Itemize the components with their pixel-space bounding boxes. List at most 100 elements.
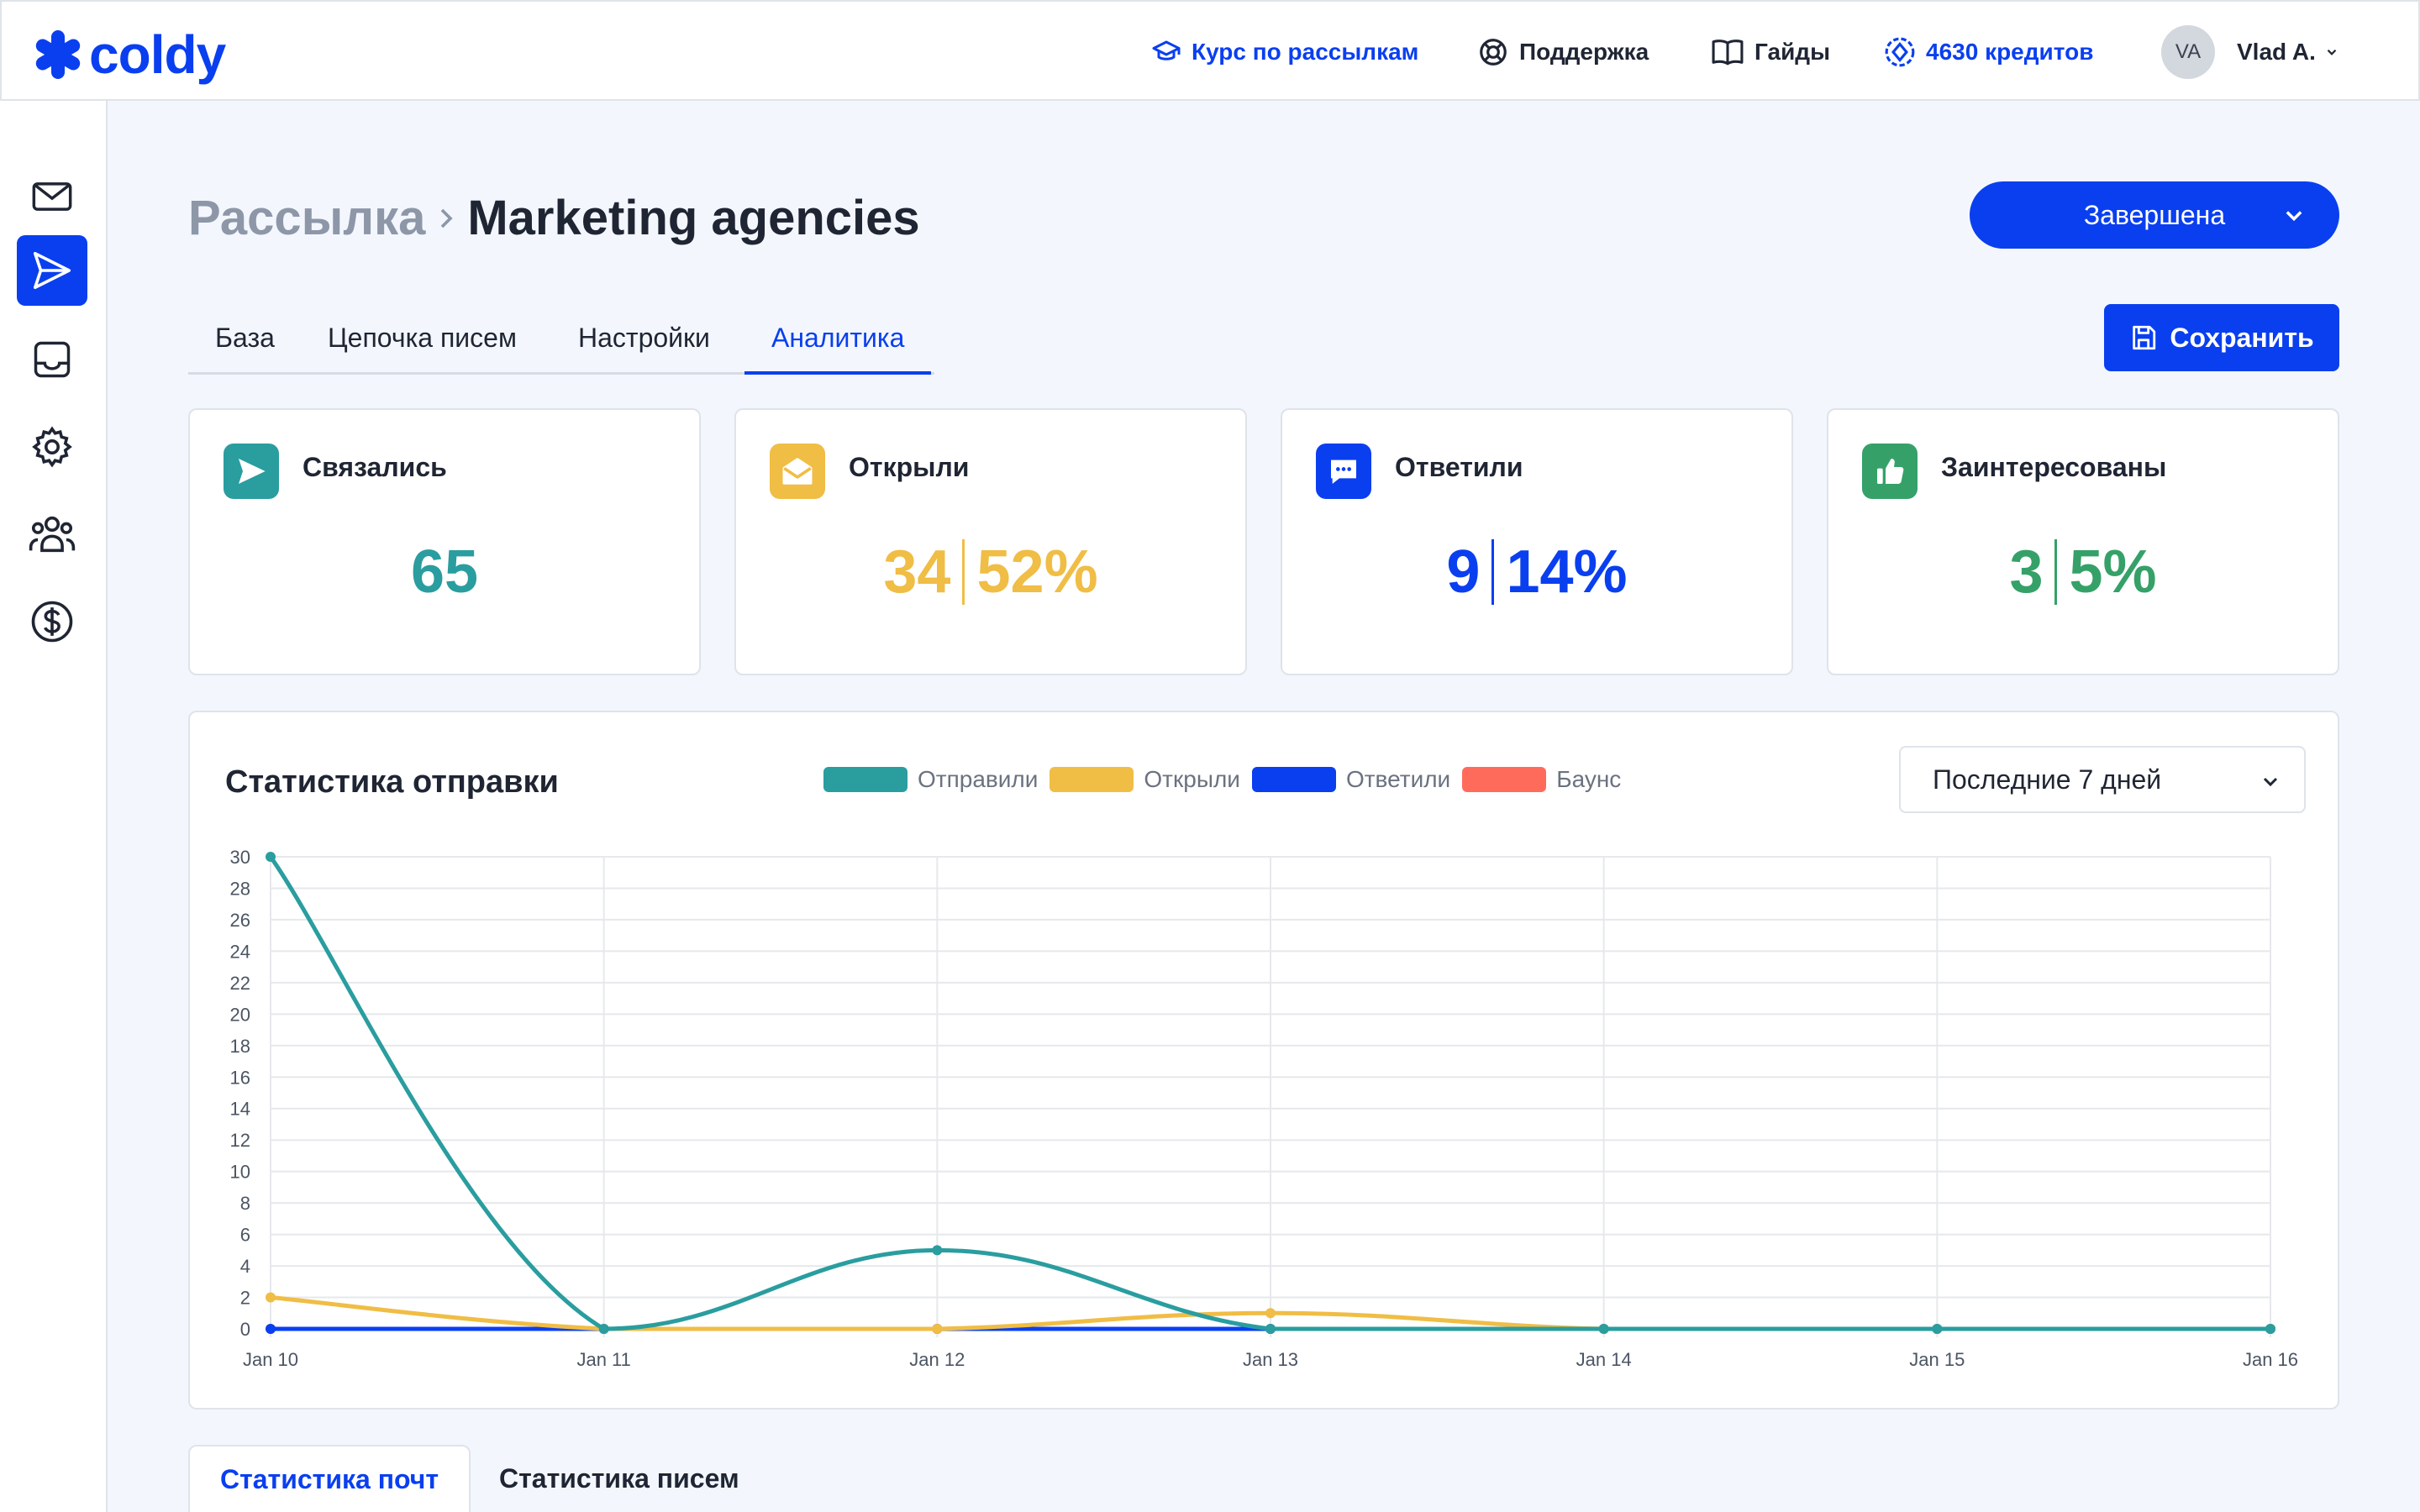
envelope-open-icon (770, 444, 825, 499)
page-title: Marketing agencies (467, 191, 920, 245)
tab-analytics[interactable]: Аналитика (744, 311, 932, 375)
y-tick-label: 14 (230, 1099, 250, 1120)
data-point (1598, 1324, 1609, 1334)
data-point (266, 852, 276, 862)
status-dropdown[interactable]: Завершена (1970, 181, 2339, 249)
avatar[interactable]: VA (2161, 25, 2215, 79)
tab-settings[interactable]: Настройки (578, 323, 710, 353)
lifebuoy-icon (1480, 39, 1507, 66)
data-point (1265, 1308, 1276, 1319)
asterisk-logo-icon (35, 30, 81, 79)
floppy-disk-icon (2133, 325, 2156, 350)
status-label: Завершена (2083, 199, 2226, 230)
thumbs-up-icon (1862, 444, 1918, 499)
credits-label: 4630 кредитов (1926, 39, 2094, 65)
stat-divider (2054, 539, 2058, 605)
sidebar (0, 101, 108, 1512)
nav-guides-link[interactable]: Гайды (1711, 2, 1830, 102)
y-tick-label: 0 (240, 1319, 250, 1340)
tab-sequence[interactable]: Цепочка писем (328, 323, 517, 353)
user-menu[interactable]: Vlad A. (2237, 2, 2339, 102)
sidebar-item-team[interactable] (17, 499, 87, 570)
data-point (2265, 1324, 2275, 1334)
nav-course-link[interactable]: Курс по рассылкам (1151, 2, 1418, 102)
sidebar-item-billing[interactable] (17, 586, 87, 657)
stat-divider (1491, 539, 1495, 605)
tab-email-stats[interactable]: Статистика писем (499, 1462, 739, 1494)
y-tick-label: 12 (230, 1130, 250, 1151)
breadcrumb: Рассылка Marketing agencies (188, 190, 920, 246)
nav-support-link[interactable]: Поддержка (1477, 2, 1649, 102)
stat-value: 65 (410, 538, 479, 606)
chevron-down-icon (2286, 211, 2302, 222)
save-label: Сохранить (2170, 322, 2314, 353)
dollar-icon (31, 601, 73, 643)
stat-card-interested: Заинтересованы 3 5% (1827, 408, 2339, 675)
graduation-cap-icon (1152, 40, 1181, 60)
legend-item-replied[interactable]: Ответили (1251, 766, 1450, 793)
x-tick-label: Jan 14 (1576, 1349, 1632, 1370)
data-point (266, 1324, 276, 1334)
breadcrumb-root[interactable]: Рассылка (188, 191, 426, 245)
chevron-right-icon (435, 202, 457, 235)
y-tick-label: 10 (230, 1162, 250, 1183)
chart-legend: Отправили Открыли Ответили Баунс (823, 766, 1633, 793)
stat-card-opened: Открыли 34 52% (734, 408, 1247, 675)
sidebar-item-inbox[interactable] (17, 324, 87, 395)
legend-item-opened[interactable]: Открыли (1050, 766, 1240, 793)
nav-guides-label: Гайды (1754, 39, 1830, 65)
stat-card-contacted: Связались 65 (188, 408, 701, 675)
date-range-select[interactable]: Последние 7 дней (1899, 746, 2306, 813)
stat-percent: 5% (2069, 538, 2157, 606)
stat-percent: 14% (1506, 538, 1628, 606)
tab-mailbox-stats[interactable]: Статистика почт (188, 1445, 471, 1512)
y-tick-label: 24 (230, 941, 250, 962)
x-tick-label: Jan 12 (909, 1349, 965, 1370)
username-label: Vlad A. (2237, 39, 2316, 65)
x-tick-label: Jan 16 (2243, 1349, 2298, 1370)
y-tick-label: 22 (230, 973, 250, 994)
chart-panel: 0 2 4 6 8 10 12 14 16 18 20 22 24 26 28 30 Jan 10 Jan 11 J… (188, 711, 2339, 1410)
sidebar-item-mail[interactable] (17, 161, 87, 232)
legend-item-bounce[interactable]: Баунс (1462, 766, 1621, 793)
stat-label: Открыли (849, 452, 970, 482)
stat-values: 65 (190, 538, 699, 606)
chat-icon (1316, 444, 1371, 499)
y-tick-label: 30 (230, 847, 250, 868)
chevron-down-icon (2263, 777, 2278, 787)
inbox-icon (34, 341, 71, 378)
y-tick-label: 26 (230, 910, 250, 931)
stat-label: Заинтересованы (1941, 452, 2167, 482)
stat-card-replied: Ответили 9 14% (1281, 408, 1793, 675)
stat-divider (962, 539, 965, 605)
stat-label: Ответили (1395, 452, 1523, 482)
users-icon (29, 516, 76, 553)
legend-item-sent[interactable]: Отправили (823, 766, 1038, 793)
y-tick-label: 2 (240, 1288, 250, 1309)
chart-title: Статистика отправки (225, 764, 559, 800)
credits-link[interactable]: 4630 кредитов (1884, 2, 2093, 102)
y-tick-label: 20 (230, 1004, 250, 1025)
stat-label: Связались (302, 452, 447, 482)
save-button[interactable]: Сохранить (2104, 304, 2339, 371)
y-tick-label: 18 (230, 1036, 250, 1057)
nav-course-label: Курс по рассылкам (1192, 39, 1419, 65)
legend-swatch (823, 767, 908, 792)
data-point (932, 1324, 943, 1334)
sidebar-item-campaigns[interactable] (17, 235, 87, 306)
stat-values: 34 52% (736, 538, 1245, 606)
legend-swatch (1462, 767, 1547, 792)
legend-label: Открыли (1144, 766, 1240, 792)
nav-support-label: Поддержка (1519, 39, 1649, 65)
x-tick-label: Jan 11 (576, 1349, 630, 1370)
data-point (266, 1292, 276, 1303)
tab-base[interactable]: База (215, 323, 275, 353)
sidebar-item-settings[interactable] (17, 412, 87, 482)
send-icon (33, 251, 71, 290)
legend-label: Отправили (918, 766, 1039, 792)
logo[interactable]: coldy (32, 24, 226, 86)
legend-label: Баунс (1556, 766, 1622, 792)
x-tick-label: Jan 10 (243, 1349, 298, 1370)
mail-icon (32, 182, 72, 211)
